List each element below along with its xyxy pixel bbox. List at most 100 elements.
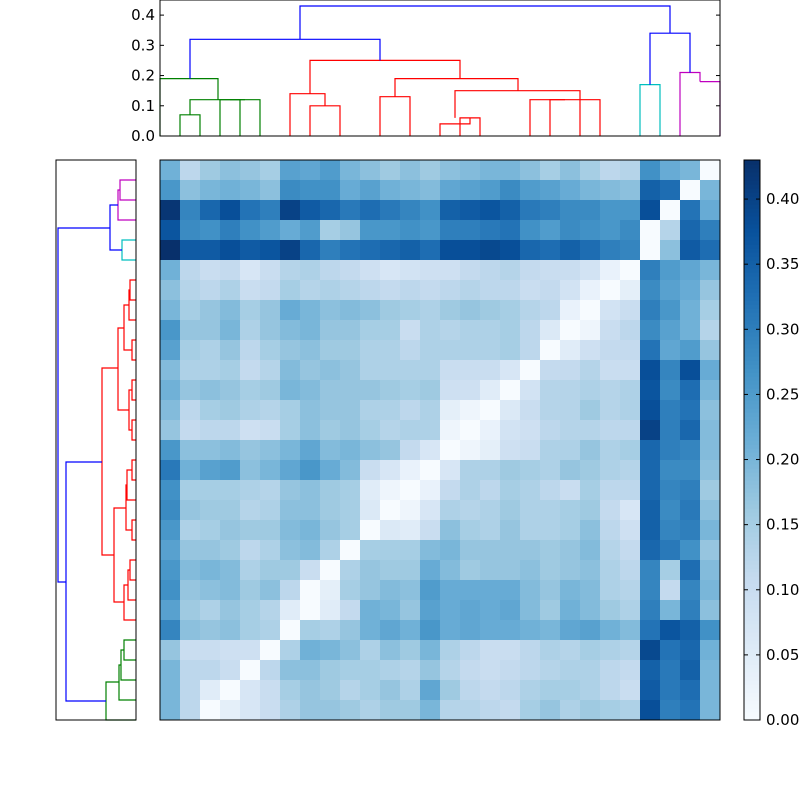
heatmap-cell	[660, 260, 681, 281]
heatmap-cell	[180, 680, 201, 701]
heatmap-cell	[440, 560, 461, 581]
heatmap-cell	[360, 280, 381, 301]
heatmap-cell	[660, 460, 681, 481]
heatmap-cell	[160, 360, 181, 381]
heatmap-cell	[240, 460, 261, 481]
heatmap-cell	[340, 520, 361, 541]
heatmap-cell	[360, 660, 381, 681]
heatmap-cell	[640, 400, 661, 421]
colorbar-band	[744, 260, 760, 265]
heatmap-cell	[480, 200, 501, 221]
colorbar-band	[744, 656, 760, 661]
heatmap-cell	[400, 560, 421, 581]
colorbar-band	[744, 480, 760, 485]
colorbar-band	[744, 276, 760, 281]
heatmap-cell	[460, 420, 481, 441]
heatmap-cell	[620, 540, 641, 561]
heatmap-cell	[220, 220, 241, 241]
heatmap-cell	[400, 360, 421, 381]
colorbar-tick-label: 0.40	[766, 190, 799, 208]
heatmap-cell	[580, 680, 601, 701]
colorbar-band	[744, 460, 760, 465]
heatmap-cell	[240, 440, 261, 461]
heatmap-cell	[320, 520, 341, 541]
heatmap-cell	[620, 340, 641, 361]
heatmap-cell	[220, 540, 241, 561]
colorbar-band	[744, 500, 760, 505]
heatmap-cell	[540, 320, 561, 341]
heatmap-cell	[560, 360, 581, 381]
heatmap-cell	[380, 440, 401, 461]
heatmap-cell	[180, 660, 201, 681]
heatmap-cell	[500, 520, 521, 541]
colorbar-band	[744, 468, 760, 473]
heatmap-cell	[180, 540, 201, 561]
heatmap-cell	[480, 600, 501, 621]
heatmap-cell	[560, 580, 581, 601]
heatmap-cell	[280, 520, 301, 541]
heatmap-cell	[620, 280, 641, 301]
heatmap-cell	[320, 680, 341, 701]
heatmap-cell	[620, 220, 641, 241]
dendrogram-link	[57, 227, 110, 583]
heatmap-cell	[360, 360, 381, 381]
heatmap-cell	[380, 460, 401, 481]
heatmap-cell	[180, 240, 201, 261]
heatmap-cell	[200, 360, 221, 381]
heatmap-cell	[520, 380, 541, 401]
heatmap-cell	[440, 600, 461, 621]
left-dendrogram-frame	[55, 159, 137, 721]
heatmap-cell	[240, 300, 261, 321]
colorbar-band	[744, 484, 760, 489]
heatmap-cell	[340, 380, 361, 401]
heatmap-cell	[360, 500, 381, 521]
heatmap-cell	[620, 400, 641, 421]
heatmap-cell	[440, 300, 461, 321]
heatmap-cell	[660, 280, 681, 301]
colorbar-axis: 0.00 0.05 0.10 0.15 0.20 0.25 0.30 0.35 0.40	[744, 190, 799, 729]
top-dendrogram: 0.0 0.1 0.2 0.3 0.4	[131, 0, 721, 145]
colorbar-band	[744, 592, 760, 597]
heatmap-cell	[700, 660, 721, 681]
heatmap-cell	[160, 280, 181, 301]
heatmap-cell	[640, 500, 661, 521]
heatmap-cell	[260, 380, 281, 401]
heatmap-cell	[340, 260, 361, 281]
heatmap-cell	[640, 580, 661, 601]
heatmap-cell	[320, 160, 341, 181]
colorbar-band	[744, 624, 760, 629]
colorbar-band	[744, 184, 760, 189]
heatmap-cell	[340, 500, 361, 521]
heatmap-cell	[460, 480, 481, 501]
heatmap-cell	[680, 680, 701, 701]
heatmap-cell	[380, 500, 401, 521]
heatmap-cell	[660, 400, 681, 421]
colorbar-band	[744, 580, 760, 585]
heatmap-cell	[220, 500, 241, 521]
heatmap-cell	[400, 320, 421, 341]
heatmap-cell	[580, 520, 601, 541]
heatmap-cell	[340, 460, 361, 481]
heatmap-cell	[260, 340, 281, 361]
heatmap-cell	[260, 420, 281, 441]
heatmap-cell	[480, 540, 501, 561]
heatmap-cell	[300, 280, 321, 301]
heatmap-cell	[300, 340, 321, 361]
colorbar-band	[744, 528, 760, 533]
heatmap-cell	[400, 380, 421, 401]
heatmap-cell	[220, 400, 241, 421]
heatmap-cell	[520, 360, 541, 381]
heatmap-cell	[360, 160, 381, 181]
colorbar-band	[744, 360, 760, 365]
heatmap-cell	[620, 460, 641, 481]
heatmap-cell	[260, 560, 281, 581]
heatmap-cell	[560, 600, 581, 621]
heatmap-cell	[640, 560, 661, 581]
heatmap-cell	[300, 480, 321, 501]
left-dendrogram-links	[57, 179, 136, 721]
heatmap-cell	[340, 480, 361, 501]
heatmap-cell	[200, 560, 221, 581]
heatmap-cell	[420, 580, 441, 601]
heatmap-cell	[680, 560, 701, 581]
heatmap-cell	[620, 380, 641, 401]
